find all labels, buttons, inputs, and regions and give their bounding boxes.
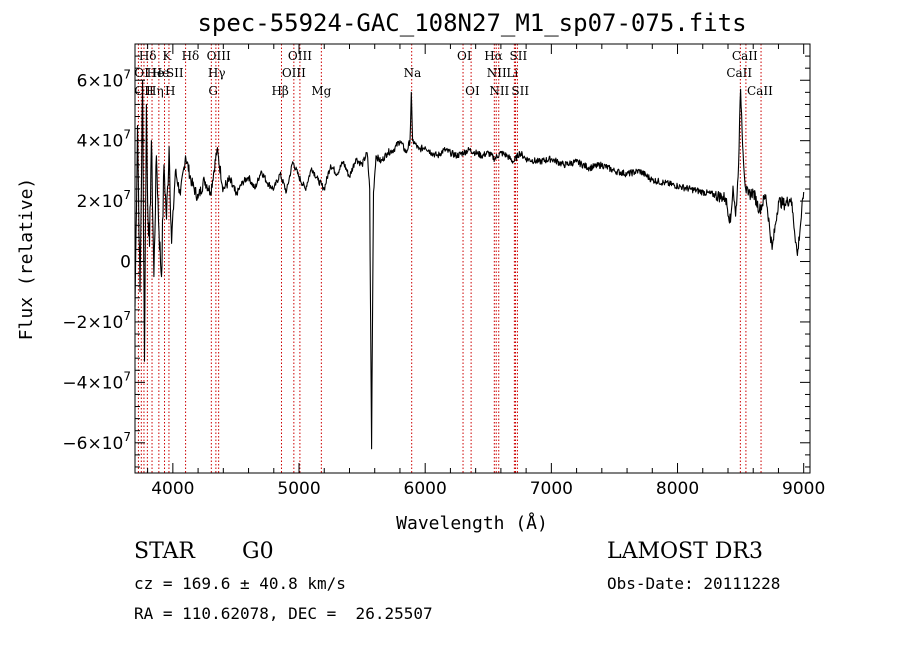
line-label: H bbox=[165, 84, 175, 98]
y-tick-label: −2×107 bbox=[62, 309, 131, 333]
y-tick-label: 2×107 bbox=[77, 188, 131, 212]
redshift-cz: cz = 169.6 ± 40.8 km/s bbox=[134, 574, 346, 593]
line-label: Hγ bbox=[208, 66, 226, 80]
line-label: SII bbox=[510, 49, 528, 63]
x-axis-label: Wavelength (Å) bbox=[396, 512, 548, 534]
line-label: Hδ bbox=[139, 49, 157, 63]
y-tick-label: 4×107 bbox=[77, 128, 131, 152]
x-tick-label: 7000 bbox=[530, 479, 573, 499]
line-label: K bbox=[163, 49, 173, 63]
axis-ticks: 4000 5000 6000 7000 8000 9000 6×107 4×107 2×107 0… bbox=[62, 44, 825, 499]
x-tick-label: 4000 bbox=[151, 479, 194, 499]
line-label: Na bbox=[404, 66, 422, 80]
ra-dec-coordinates: RA = 110.62078, DEC = 26.25507 bbox=[134, 604, 433, 623]
line-label: OIII bbox=[207, 49, 231, 63]
y-axis-label: Flux (relative) bbox=[16, 178, 37, 341]
y-tick-label: 0 bbox=[120, 253, 131, 273]
line-label: Hδ bbox=[182, 49, 200, 63]
x-tick-label: 9000 bbox=[782, 479, 825, 499]
line-label: Mg bbox=[311, 84, 331, 98]
line-label: Hη bbox=[146, 84, 164, 98]
line-label: He bbox=[152, 66, 170, 80]
line-label: CaII bbox=[726, 66, 752, 80]
survey-name: LAMOST DR3 bbox=[607, 539, 763, 564]
line-label: OIII bbox=[288, 49, 312, 63]
y-tick-label: 6×107 bbox=[77, 67, 131, 91]
line-label: OI bbox=[134, 66, 149, 80]
obs-date: Obs-Date: 20111228 bbox=[607, 574, 781, 593]
line-label: He bbox=[147, 66, 165, 80]
line-label: Hα bbox=[484, 49, 503, 63]
line-label: G bbox=[208, 84, 218, 98]
line-label: Hβ bbox=[271, 84, 288, 98]
line-label: CaII bbox=[747, 84, 773, 98]
line-label: SII bbox=[166, 66, 184, 80]
line-label: CaII bbox=[732, 49, 758, 63]
plot-frame bbox=[134, 43, 811, 474]
x-tick-label: 5000 bbox=[277, 479, 320, 499]
line-label: NII bbox=[489, 84, 509, 98]
x-tick-label: 8000 bbox=[656, 479, 699, 499]
line-label: Li bbox=[506, 66, 518, 80]
chart-title: spec-55924-GAC_108N27_M1_sp07-075.fits bbox=[197, 9, 746, 37]
line-label: NII bbox=[487, 66, 507, 80]
line-label: OI bbox=[457, 49, 472, 63]
line-label: OIII bbox=[282, 66, 306, 80]
object-class: STAR bbox=[134, 539, 195, 564]
y-tick-label: −6×107 bbox=[62, 430, 131, 454]
line-label: SII bbox=[511, 84, 529, 98]
line-label: OI bbox=[465, 84, 480, 98]
x-tick-label: 6000 bbox=[404, 479, 447, 499]
object-subclass: G0 bbox=[242, 539, 274, 564]
y-tick-label: −4×107 bbox=[62, 369, 131, 393]
spectrum-series-line bbox=[134, 79, 805, 450]
